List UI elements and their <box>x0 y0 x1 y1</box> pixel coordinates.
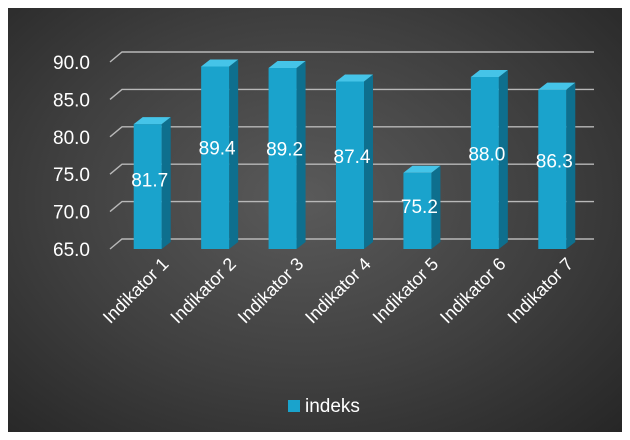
bar-side <box>498 69 508 250</box>
x-tick-label: Indikator 2 <box>166 254 240 328</box>
bar <box>538 82 576 250</box>
chart-area: 65.0 70.0 75.0 80.0 85.0 90.0 81.7 89.4 89.2 87.… <box>8 8 622 432</box>
bar-side <box>566 82 576 250</box>
data-label: 88.0 <box>468 144 505 165</box>
x-tick-label: Indikator 4 <box>301 254 375 328</box>
bar-top <box>538 82 576 90</box>
y-tick-label: 65.0 <box>53 240 90 261</box>
bar <box>336 74 373 249</box>
legend-swatch <box>288 400 300 412</box>
bar-front <box>268 67 297 249</box>
bar <box>201 59 239 249</box>
bar-front <box>336 81 364 249</box>
bar-top <box>201 59 239 67</box>
bar <box>403 165 441 249</box>
bar-front <box>403 172 432 249</box>
bar-side <box>431 165 441 249</box>
bar-front <box>133 124 162 249</box>
bar-front <box>538 89 567 250</box>
data-label: 81.7 <box>131 170 168 191</box>
data-label: 75.2 <box>401 197 438 218</box>
x-tick-label: Indikator 1 <box>99 254 173 328</box>
y-tick-label: 90.0 <box>53 53 90 74</box>
data-labels: 81.7 89.4 89.2 87.4 75.2 88.0 86.3 <box>131 139 573 218</box>
gridline <box>109 126 594 138</box>
gridline <box>109 51 594 63</box>
data-label: 86.3 <box>536 151 573 172</box>
bar-front <box>470 76 499 250</box>
bar-top <box>470 69 508 77</box>
bar-side <box>229 59 239 249</box>
y-tick-label: 70.0 <box>53 203 90 224</box>
gridline <box>109 163 594 175</box>
y-tick-label: 75.0 <box>53 165 90 186</box>
bar <box>133 117 171 249</box>
bar-side <box>364 74 373 249</box>
bar-top <box>133 117 171 125</box>
bars <box>133 59 576 250</box>
bar <box>470 69 508 250</box>
bar-chart: 65.0 70.0 75.0 80.0 85.0 90.0 81.7 89.4 89.2 87.… <box>53 51 594 417</box>
y-tick-label: 80.0 <box>53 128 90 149</box>
gridline <box>109 88 594 100</box>
x-tick-label: Indikator 7 <box>504 254 578 328</box>
data-label: 89.4 <box>199 139 236 160</box>
x-tick-label: Indikator 3 <box>234 254 308 328</box>
bar-front <box>201 66 230 249</box>
bar-top <box>403 165 441 173</box>
y-axis-ticks: 65.0 70.0 75.0 80.0 85.0 90.0 <box>53 53 90 261</box>
data-label: 89.2 <box>266 139 303 160</box>
bar-top <box>268 60 306 68</box>
bar-top <box>336 74 373 82</box>
x-tick-label: Indikator 5 <box>369 254 443 328</box>
bar-side <box>161 117 171 249</box>
y-tick-label: 85.0 <box>53 90 90 111</box>
data-label: 87.4 <box>334 147 371 168</box>
x-tick-label: Indikator 6 <box>436 254 510 328</box>
legend: indeks <box>288 396 360 417</box>
bar-side <box>296 60 306 249</box>
bar <box>268 60 306 249</box>
legend-label: indeks <box>305 396 360 417</box>
